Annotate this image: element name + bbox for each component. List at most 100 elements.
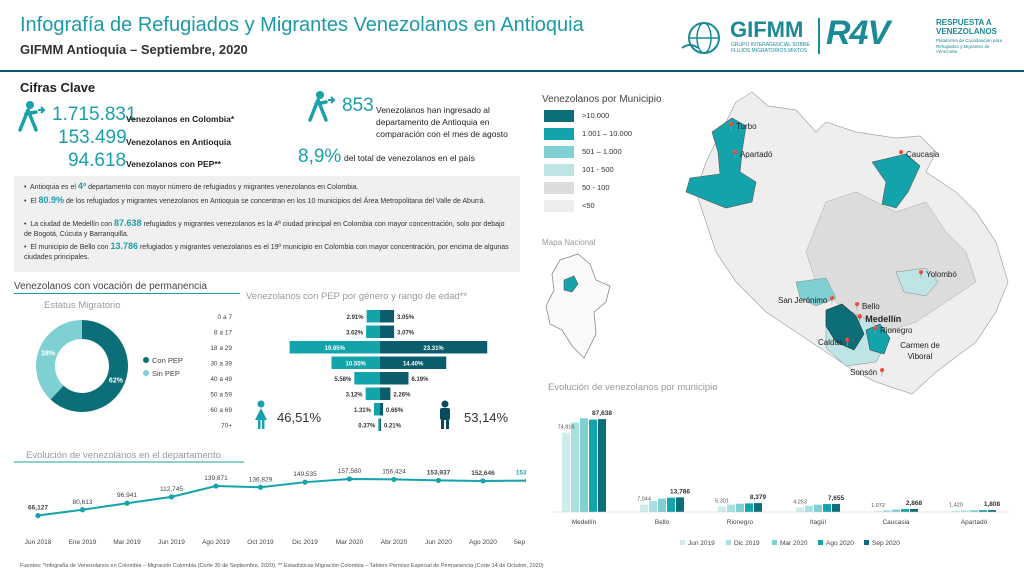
male-value-label: 3.07%	[397, 331, 415, 337]
line-point	[346, 476, 353, 482]
map-label-caldas: Caldas📍	[818, 338, 853, 347]
legend-label: Sin PEP	[152, 369, 180, 378]
line-value-label: 80,613	[73, 499, 93, 506]
map-label-san-jeronimo: San Jerónimo📍	[778, 296, 838, 305]
antioquia-label: Venezolanos en Antioquia	[126, 137, 232, 147]
page-title: Infografía de Refugiados y Migrantes Ven…	[20, 14, 584, 36]
x-tick-label: Jun 2019	[158, 539, 185, 546]
line-value-label: 153,499	[516, 470, 526, 477]
legend-label: >10.000	[582, 111, 610, 120]
increase-label: Venezolanos han ingresado al departament…	[376, 105, 508, 139]
map-label-caucasia: 📍Caucasia	[896, 150, 940, 159]
line-value-label: 139,871	[204, 475, 228, 482]
sources-footer: Fuentes: *Infografía de Venezolanos en C…	[20, 563, 544, 569]
male-value-label: 0.21%	[384, 424, 402, 430]
line-point	[480, 478, 486, 484]
female-value-label: 19.65%	[325, 346, 346, 352]
male-value-label: 23.31%	[423, 346, 444, 352]
female-bar	[378, 418, 380, 431]
legend-swatch	[544, 164, 574, 176]
muni-bar	[676, 497, 684, 512]
last-value-label: 2,868	[906, 500, 923, 507]
muni-bar	[952, 510, 960, 512]
muni-bar	[580, 418, 588, 512]
male-value-label: 14.40%	[403, 362, 424, 368]
legend-swatch	[772, 540, 777, 545]
x-tick-label: Sep 2020	[514, 539, 526, 546]
line-chart-title: Evolución de venezolanos en el departame…	[26, 450, 221, 461]
legend-swatch	[544, 182, 574, 194]
x-tick-label: Mar 2020	[336, 539, 364, 546]
first-value-label: 5,301	[715, 498, 729, 504]
globe-logo-icon	[681, 22, 720, 54]
line-point	[79, 507, 86, 513]
x-tick-label: Ago 2019	[202, 539, 230, 546]
muni-bar	[736, 503, 744, 512]
note-item: • Antioquia es el 4º departamento con ma…	[24, 181, 359, 191]
female-value-label: 3.12%	[346, 393, 364, 399]
legend-dot	[143, 357, 149, 363]
female-value-label: 3.02%	[346, 331, 364, 337]
line-value-label: 156,424	[382, 468, 406, 475]
line-point	[168, 494, 175, 500]
gifmm-subtitle: GRUPO INTERAGENCIAL SOBRE FLUJOS MIGRATO…	[731, 42, 810, 54]
male-bar	[380, 356, 447, 369]
pie-label: 62%	[109, 377, 124, 384]
muni-bar	[718, 506, 726, 512]
x-tick-label: Ago 2020	[469, 539, 497, 546]
department-evolution-chart: Evolución de venezolanos en el departame…	[14, 450, 526, 546]
map-label-turbo: 📍Turbo	[726, 122, 757, 131]
muni-bar	[910, 508, 918, 512]
note-item: • El 80.9% de los refugiados y migrantes…	[24, 195, 486, 205]
legend-label: Dic 2019	[734, 540, 760, 547]
line-value-label: 66,127	[28, 505, 48, 512]
permanence-title: Venezolanos con vocación de permanencia	[14, 281, 207, 292]
male-value-label: 2.26%	[393, 393, 411, 399]
region-medellin	[825, 303, 865, 351]
header: Infografía de Refugiados y Migrantes Ven…	[0, 0, 1024, 72]
last-value-label: 8,379	[750, 494, 767, 501]
last-value-label: 13,786	[670, 488, 690, 495]
legend-swatch	[544, 200, 574, 212]
first-value-label: 1,420	[949, 502, 963, 508]
male-value-label: 0.66%	[386, 408, 404, 414]
pie-slice	[36, 320, 82, 400]
male-bar	[380, 387, 391, 400]
female-bar	[331, 356, 380, 369]
increase-value: 853	[342, 95, 374, 116]
line-point	[391, 476, 397, 483]
category-label: Caucasia	[882, 519, 909, 526]
female-value-label: 5.58%	[334, 377, 352, 383]
male-value-label: 6.19%	[411, 377, 429, 383]
region-uraba	[685, 117, 757, 209]
line-value-label: 112,745	[160, 486, 183, 493]
x-tick-label: Jun 2018	[25, 539, 52, 546]
line-point	[435, 477, 442, 484]
migrant-arrival-icon	[308, 91, 336, 122]
male-bar	[380, 418, 381, 431]
x-tick-label: Ene 2019	[69, 539, 97, 546]
category-label: Itagüí	[810, 519, 826, 526]
legend-swatch	[726, 540, 731, 545]
first-value-label: 7,044	[637, 497, 651, 503]
migrant-walking-icon	[18, 101, 46, 132]
female-percent: 46,51%	[277, 410, 322, 425]
female-bar	[366, 310, 380, 323]
x-tick-label: Abr 2020	[381, 539, 408, 546]
age-label: 18 a 29	[210, 345, 232, 352]
female-bar	[365, 387, 380, 400]
key-figures-title: Cifras Clave	[20, 80, 96, 95]
legend-swatch	[818, 540, 823, 545]
r4v-subtitle: Plataforma de Coordinación para Refugiad…	[936, 38, 1003, 54]
municipality-evolution-chart: Evolución de venezolanos por municipio 74…	[548, 382, 1010, 547]
x-tick-label: Jun 2020	[425, 539, 452, 546]
r4v-logo: R4V	[826, 14, 890, 52]
colombia-label: Venezolanos en Colombia*	[126, 114, 235, 124]
muni-bar	[832, 503, 840, 512]
note-item: • La ciudad de Medellín con 87.638 refug…	[24, 218, 505, 238]
male-icon	[440, 400, 450, 429]
map-label-carmen: Carmen de Viboral	[900, 341, 940, 361]
line-value-label: 153,937	[427, 469, 451, 476]
gender-title: Venezolanos con PEP por género y rango d…	[246, 291, 468, 302]
muni-bar	[805, 505, 813, 512]
